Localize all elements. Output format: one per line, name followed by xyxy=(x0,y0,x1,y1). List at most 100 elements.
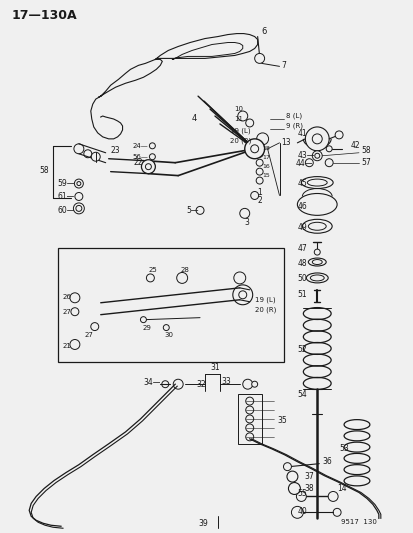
Text: 11: 11 xyxy=(233,116,242,122)
Circle shape xyxy=(83,150,92,158)
Text: 46: 46 xyxy=(297,202,306,211)
Circle shape xyxy=(256,150,263,157)
Text: 39: 39 xyxy=(197,519,207,528)
Circle shape xyxy=(173,379,183,389)
Text: 40: 40 xyxy=(297,507,306,516)
Circle shape xyxy=(305,159,313,167)
Text: 45: 45 xyxy=(297,179,306,188)
Text: 21: 21 xyxy=(63,343,72,350)
Ellipse shape xyxy=(310,275,323,281)
Circle shape xyxy=(238,291,246,299)
Circle shape xyxy=(71,308,78,316)
Ellipse shape xyxy=(306,179,326,186)
Circle shape xyxy=(233,272,245,284)
Ellipse shape xyxy=(306,273,328,283)
Circle shape xyxy=(286,471,297,482)
Circle shape xyxy=(245,119,253,127)
Circle shape xyxy=(163,325,169,330)
Text: 23: 23 xyxy=(110,146,120,155)
Ellipse shape xyxy=(308,258,325,266)
Ellipse shape xyxy=(301,176,332,189)
Text: 13: 13 xyxy=(281,139,290,147)
Circle shape xyxy=(311,134,321,144)
Text: 42: 42 xyxy=(350,141,360,150)
Circle shape xyxy=(75,192,83,200)
Text: 30: 30 xyxy=(164,332,173,337)
Text: 16: 16 xyxy=(262,164,270,169)
Text: 22: 22 xyxy=(133,158,142,167)
Text: 58: 58 xyxy=(360,146,370,155)
Ellipse shape xyxy=(311,260,321,264)
Text: 59—: 59— xyxy=(57,179,74,188)
Ellipse shape xyxy=(308,222,325,230)
Text: 55: 55 xyxy=(297,489,306,498)
Circle shape xyxy=(245,424,253,432)
Text: 44—: 44— xyxy=(295,159,312,168)
Circle shape xyxy=(305,127,328,151)
Circle shape xyxy=(196,206,204,214)
Circle shape xyxy=(328,491,337,502)
Text: 50: 50 xyxy=(297,274,306,284)
Circle shape xyxy=(256,159,263,166)
Text: 25: 25 xyxy=(148,267,157,273)
Text: 48: 48 xyxy=(297,259,306,268)
Text: 19 (L): 19 (L) xyxy=(254,296,275,303)
Circle shape xyxy=(335,131,342,139)
Circle shape xyxy=(283,463,291,471)
Circle shape xyxy=(90,322,98,330)
Circle shape xyxy=(73,203,84,214)
Circle shape xyxy=(245,406,253,414)
Text: 31: 31 xyxy=(209,363,219,372)
Circle shape xyxy=(145,164,151,169)
Text: 58: 58 xyxy=(39,166,49,175)
Circle shape xyxy=(149,143,155,149)
Text: 35: 35 xyxy=(277,416,287,425)
Circle shape xyxy=(232,285,252,305)
Bar xyxy=(58,248,284,362)
Text: 54: 54 xyxy=(297,390,306,399)
Text: 33: 33 xyxy=(221,377,231,386)
Circle shape xyxy=(77,207,80,210)
Circle shape xyxy=(325,159,332,167)
Circle shape xyxy=(244,139,264,159)
Text: 28: 28 xyxy=(180,267,189,273)
Text: 41: 41 xyxy=(297,130,306,139)
Text: 10: 10 xyxy=(233,106,242,112)
Circle shape xyxy=(161,381,169,387)
Circle shape xyxy=(254,53,264,63)
Circle shape xyxy=(140,317,146,322)
Circle shape xyxy=(311,151,321,161)
Circle shape xyxy=(291,506,303,518)
Text: 27: 27 xyxy=(63,309,72,314)
Text: 17: 17 xyxy=(262,155,270,160)
Text: 5—: 5— xyxy=(186,206,198,215)
Text: 4: 4 xyxy=(192,115,197,124)
Text: 60—: 60— xyxy=(57,206,74,215)
Text: 43—: 43— xyxy=(297,151,314,160)
Circle shape xyxy=(149,154,155,160)
Circle shape xyxy=(239,208,249,219)
Text: 49: 49 xyxy=(297,223,306,232)
Circle shape xyxy=(91,152,100,161)
Text: 36: 36 xyxy=(321,457,331,466)
Text: 57: 57 xyxy=(360,158,370,167)
Circle shape xyxy=(256,133,268,145)
Circle shape xyxy=(77,182,81,185)
Circle shape xyxy=(332,508,340,516)
Circle shape xyxy=(325,146,331,152)
Bar xyxy=(237,394,261,444)
Text: 38: 38 xyxy=(304,484,313,493)
Text: 3: 3 xyxy=(244,218,249,227)
Text: 53: 53 xyxy=(338,445,348,453)
Text: 51: 51 xyxy=(297,290,306,300)
Text: 34—: 34— xyxy=(143,378,160,387)
Circle shape xyxy=(146,274,154,282)
Circle shape xyxy=(251,381,257,387)
Circle shape xyxy=(76,205,82,212)
Circle shape xyxy=(245,433,253,441)
Circle shape xyxy=(288,482,300,495)
Circle shape xyxy=(70,293,80,303)
Text: 2: 2 xyxy=(257,196,262,205)
Circle shape xyxy=(296,491,306,502)
Text: 27: 27 xyxy=(85,332,93,337)
